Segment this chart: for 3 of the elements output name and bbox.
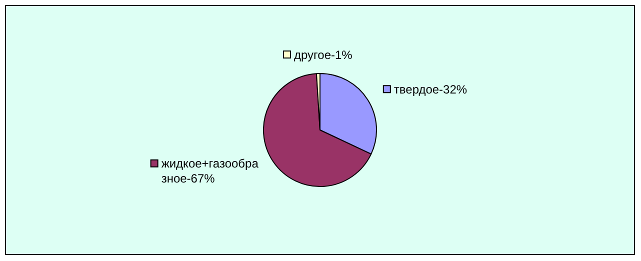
- legend-label: жидкое+газообразное-67%: [161, 156, 259, 186]
- legend-label: твердое-32%: [394, 82, 468, 96]
- legend-label: другое-1%: [294, 48, 353, 62]
